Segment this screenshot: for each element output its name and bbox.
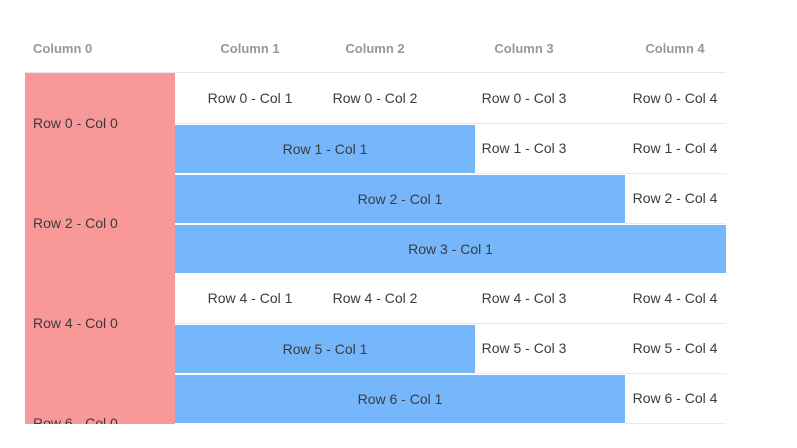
table-cell[interactable]: Row 1 - Col 3 bbox=[481, 140, 567, 156]
table-cell[interactable]: Row 5 - Col 4 bbox=[632, 340, 718, 356]
table-cell[interactable]: Row 0 - Col 3 bbox=[481, 90, 567, 106]
column-header-3: Column 3 bbox=[494, 40, 554, 56]
table-cell[interactable]: Row 5 - Col 3 bbox=[481, 340, 567, 356]
merged-cell-row6-col0[interactable]: Row 6 - Col 0 bbox=[25, 373, 175, 424]
merged-cell-row2-col0[interactable]: Row 2 - Col 0 bbox=[25, 173, 175, 273]
header-separator bbox=[25, 72, 726, 73]
row-separator bbox=[175, 123, 726, 124]
column-header-2: Column 2 bbox=[345, 40, 405, 56]
row-separator bbox=[625, 423, 726, 424]
row-separator bbox=[475, 373, 726, 374]
table-cell[interactable]: Row 4 - Col 4 bbox=[632, 290, 718, 306]
row-separator bbox=[625, 223, 726, 224]
table-cell[interactable]: Row 4 - Col 2 bbox=[332, 290, 418, 306]
row-separator bbox=[175, 323, 726, 324]
column-header-4: Column 4 bbox=[645, 40, 705, 56]
table-cell[interactable]: Row 4 - Col 1 bbox=[207, 290, 293, 306]
merged-cell-row5-col1[interactable]: Row 5 - Col 1 bbox=[175, 325, 475, 373]
table-cell[interactable]: Row 4 - Col 3 bbox=[481, 290, 567, 306]
table-cell[interactable]: Row 0 - Col 1 bbox=[207, 90, 293, 106]
table-cell[interactable]: Row 0 - Col 2 bbox=[332, 90, 418, 106]
table-cell[interactable]: Row 2 - Col 4 bbox=[632, 190, 718, 206]
merged-cell-row6-col1[interactable]: Row 6 - Col 1 bbox=[175, 375, 625, 423]
column-header-1: Column 1 bbox=[220, 40, 280, 56]
merged-cell-row4-col0[interactable]: Row 4 - Col 0 bbox=[25, 273, 175, 373]
row-separator bbox=[475, 173, 726, 174]
table-cell[interactable]: Row 1 - Col 4 bbox=[632, 140, 718, 156]
column-header-0: Column 0 bbox=[33, 40, 93, 56]
table-cell[interactable]: Row 0 - Col 4 bbox=[632, 90, 718, 106]
merged-cell-row0-col0[interactable]: Row 0 - Col 0 bbox=[25, 73, 175, 173]
table-cell[interactable]: Row 6 - Col 4 bbox=[632, 390, 718, 406]
merged-cell-row1-col1[interactable]: Row 1 - Col 1 bbox=[175, 125, 475, 173]
merged-cell-row2-col1[interactable]: Row 2 - Col 1 bbox=[175, 175, 625, 223]
merged-cells-table: Column 0 Column 1 Column 2 Column 3 Colu… bbox=[25, 40, 726, 424]
merged-cell-row3-col1[interactable]: Row 3 - Col 1 bbox=[175, 225, 726, 273]
